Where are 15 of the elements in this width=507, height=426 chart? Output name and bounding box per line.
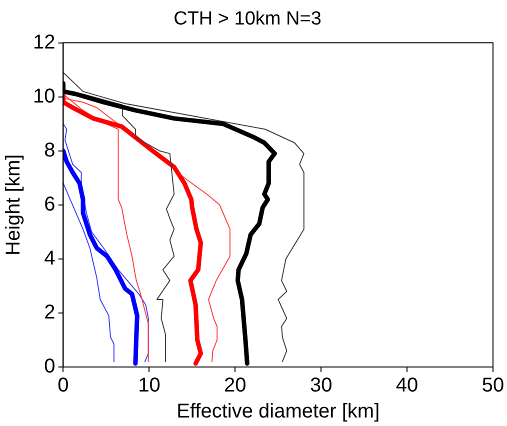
y-tick-label: 12 [32, 31, 56, 54]
y-tick-label: 8 [44, 139, 56, 162]
x-tick-label: 40 [396, 374, 418, 397]
y-tick-label: 4 [44, 247, 56, 270]
y-tick-label: 2 [44, 301, 56, 324]
x-tick-label: 50 [482, 374, 504, 397]
chart-title: CTH > 10km N=3 [174, 8, 322, 30]
y-tick-label: 10 [32, 85, 56, 108]
x-tick-label: 30 [310, 374, 332, 397]
x-tick-label: 10 [138, 374, 160, 397]
x-tick-label: 20 [224, 374, 246, 397]
y-tick-label: 0 [44, 356, 56, 378]
y-tick-label: 6 [44, 193, 56, 216]
x-axis-title: Effective diameter [km] [176, 400, 380, 423]
y-axis-title: Height [km] [2, 154, 25, 256]
